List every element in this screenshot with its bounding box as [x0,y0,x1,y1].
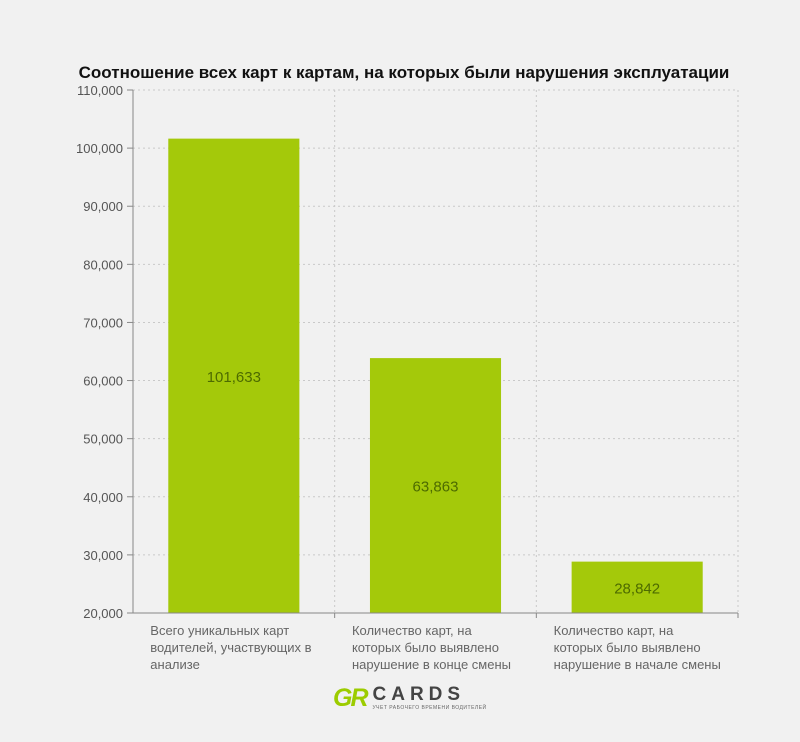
logo-word: CARDS [372,684,466,705]
y-tick-label: 110,000 [77,83,123,98]
bar [571,561,703,613]
y-tick-label: 80,000 [83,257,123,272]
y-tick-label: 100,000 [76,141,123,156]
y-tick-label: 20,000 [83,606,123,621]
y-tick-label: 40,000 [83,490,123,505]
labels: 20,000 30,000 40,000 50,000 60,000 70,000 80,0… [76,83,721,672]
category-label-line: которых было выявлено [554,640,701,655]
logo: GR CARDS УЧЕТ РАБОЧЕГО ВРЕМЕНИ ВОДИТЕЛЕЙ [333,684,487,712]
bar-value-label: 28,842 [614,580,660,597]
category-label-line: Количество карт, на [554,623,674,638]
y-tick-label: 30,000 [83,548,123,563]
chart-title: Соотношение всех карт к картам, на котор… [78,63,730,82]
bar-value-label: 101,633 [207,369,261,386]
y-tick-label: 60,000 [83,374,123,389]
logo-text: CARDS УЧЕТ РАБОЧЕГО ВРЕМЕНИ ВОДИТЕЛЕЙ [373,685,487,711]
logo-mark: GR [333,683,368,712]
bar [168,138,300,613]
category-label-line: которых было выявлено [352,640,499,655]
category-label: Количество карт, на которых было выявлено… [352,623,511,672]
category-label: Всего уникальных карт водителей, участвую… [150,623,311,672]
y-tick-label: 50,000 [83,432,123,447]
bars [168,138,703,613]
axes [127,89,739,618]
y-tick-label: 90,000 [83,199,123,214]
y-tick-label: 70,000 [83,315,123,330]
category-label-line: нарушение в начале смены [554,657,721,672]
bar [369,358,502,613]
logo-subtitle: УЧЕТ РАБОЧЕГО ВРЕМЕНИ ВОДИТЕЛЕЙ [372,705,487,711]
category-label-line: Количество карт, на [352,623,472,638]
category-label-line: Всего уникальных карт [150,623,289,638]
category-label-line: анализе [150,657,200,672]
category-label-line: водителей, участвующих в [150,640,311,655]
bar-value-label: 63,863 [413,479,459,496]
category-label-line: нарушение в конце смены [352,657,511,672]
category-label: Количество карт, на которых было выявлено… [554,623,721,672]
